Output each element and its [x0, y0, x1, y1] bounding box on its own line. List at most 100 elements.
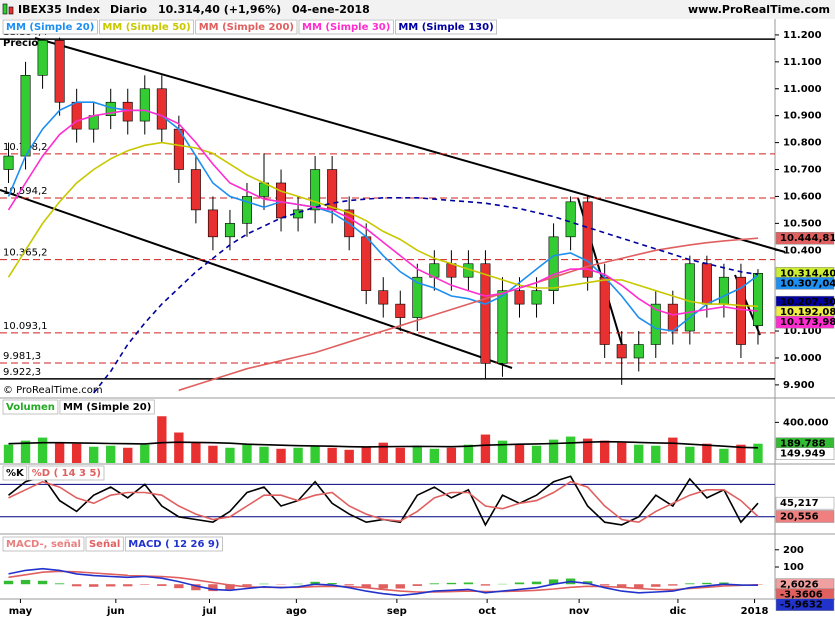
candle-body [310, 169, 321, 211]
level-label: 10.093,1 [3, 321, 48, 332]
legend-box [2, 19, 98, 35]
volume-bar [37, 437, 48, 463]
candle-body [54, 40, 65, 103]
histogram-bar [548, 579, 559, 585]
value-box [775, 277, 835, 290]
date: 04-ene-2018 [292, 3, 370, 16]
series-line [93, 197, 759, 394]
candle-body [207, 209, 218, 238]
trend-line [34, 37, 786, 253]
volume-bar [582, 438, 593, 463]
level-label: 9.922,3 [3, 367, 41, 378]
candle-body [224, 223, 235, 238]
value-box-label: 45,217 [780, 498, 819, 509]
candle-body [616, 344, 627, 359]
y-tick-label: 100 [783, 562, 804, 573]
candle-body [565, 201, 576, 238]
histogram-bar [719, 582, 729, 585]
legend-label: MM (Simple 30) [302, 22, 390, 33]
y-tick-label: 200 [783, 545, 804, 556]
header-bar [0, 0, 835, 19]
histogram-bar [191, 584, 201, 591]
volume-bar [208, 445, 218, 463]
histogram-bar [140, 584, 150, 585]
volume-bar [225, 447, 235, 463]
volume-bar [668, 437, 678, 463]
candle-body [241, 196, 252, 224]
x-tick-label: 2018 [741, 606, 769, 617]
histogram-bar [378, 584, 388, 589]
legend-label: MACD-, señal [6, 539, 81, 550]
symbol: IBEX35 Index [18, 3, 100, 16]
volume-bar [310, 445, 320, 463]
copyright: © ProRealTime.com [3, 385, 103, 396]
candle-body [395, 303, 406, 318]
volume-bar [446, 447, 457, 463]
icon [2, 3, 8, 15]
volume-bar [54, 442, 65, 463]
y-tick-label: 10.700 [783, 165, 822, 176]
volume-bar [174, 432, 184, 463]
candle-body [37, 40, 48, 76]
candle-body [531, 290, 542, 305]
volume-bar [497, 440, 508, 463]
icon [8, 6, 14, 15]
x-tick-label: may [9, 606, 33, 617]
y-tick-label: 11.200 [783, 30, 822, 41]
candle-body [446, 263, 457, 278]
volume-bar [71, 443, 82, 463]
series-line [8, 567, 759, 597]
legend-box [85, 536, 124, 552]
histogram-bar [463, 582, 474, 585]
value-box-label: 2,6026 [780, 580, 819, 591]
candle-body [71, 101, 82, 130]
y-tick-label: 10.100 [783, 326, 822, 337]
volume-bar [753, 443, 763, 463]
histogram-bar [20, 579, 31, 585]
y-tick-label: 11.000 [783, 84, 822, 95]
x-tick-label: oct [478, 606, 496, 617]
value-box-label: 10.444,81 [780, 233, 835, 244]
legend-box [28, 465, 105, 481]
histogram-bar [174, 584, 184, 589]
series-line [8, 570, 759, 593]
candle-body [190, 169, 201, 211]
candle-body [548, 236, 559, 291]
histogram-bar [480, 584, 491, 586]
value-box-label: 189.788 [780, 439, 826, 450]
histogram-bar [446, 582, 457, 585]
volume-bar [634, 444, 644, 463]
histogram-bar [412, 584, 422, 586]
histogram-bar [242, 584, 252, 586]
series-line [8, 440, 759, 449]
legend-label: MACD ( 12 26 9) [128, 539, 219, 550]
histogram-bar [344, 584, 354, 586]
value-box-label: 149.949 [780, 449, 826, 460]
legend-label: %K [6, 468, 25, 479]
candle-body [378, 290, 389, 305]
value-box [775, 510, 835, 523]
value-box-label: -3,3606 [780, 590, 823, 601]
candle-body [412, 276, 423, 318]
value-box-label: -5,9632 [780, 600, 823, 611]
volume-bar [685, 446, 695, 463]
histogram-bar [429, 583, 440, 585]
value-box [775, 598, 835, 611]
volume-bar [651, 445, 661, 463]
x-tick-label: nov [569, 606, 590, 617]
volume-bar [548, 439, 559, 463]
volume-bar [531, 445, 542, 463]
legend-box [298, 19, 394, 35]
volume-bar [140, 444, 150, 463]
candle-body [361, 236, 372, 291]
candle-body [20, 75, 31, 157]
y-tick-label: 10.800 [783, 138, 822, 149]
y-tick-label: 10.500 [783, 218, 822, 229]
candle-body [701, 263, 712, 305]
volume-bar [361, 446, 371, 463]
histogram-bar [651, 584, 661, 587]
site[interactable]: www.ProRealTime.com [688, 3, 830, 16]
candle-body [650, 303, 661, 345]
x-tick-label: jul [202, 606, 217, 617]
candle-body [497, 290, 508, 364]
